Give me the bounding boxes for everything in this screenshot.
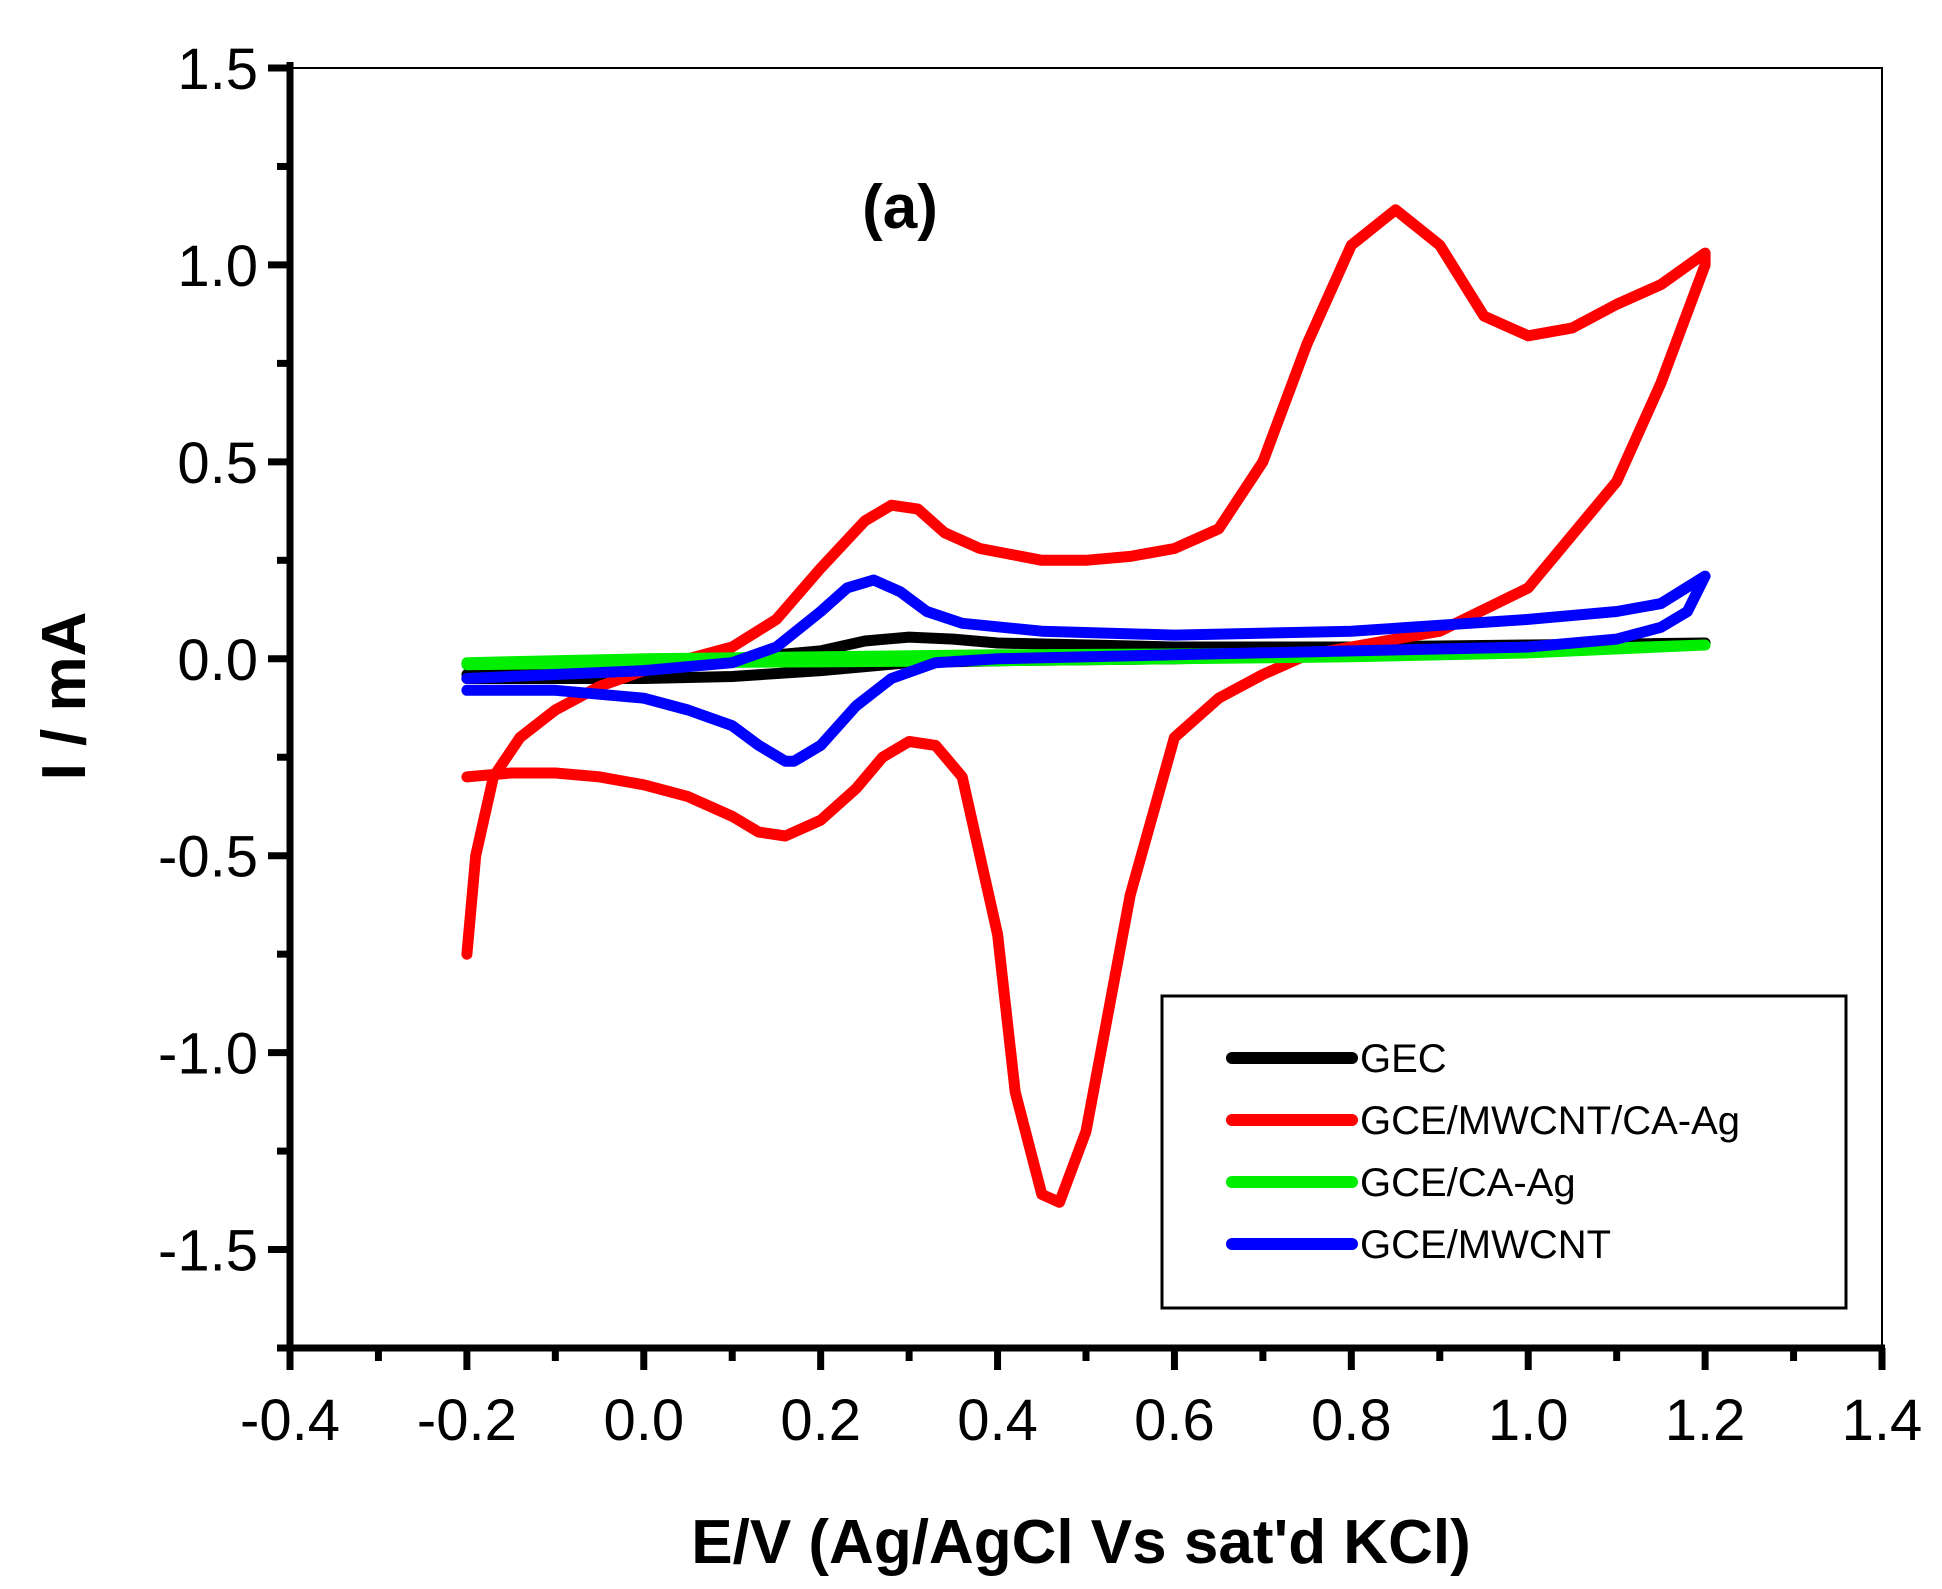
series-lines — [461, 204, 1711, 1208]
y-tick-label: 0.0 — [177, 628, 258, 693]
y-tick-label: 1.5 — [177, 37, 258, 102]
x-tick-label: 0.8 — [1311, 1388, 1392, 1453]
series-line-gce-mwcnt — [461, 570, 1711, 767]
x-tick-label: 0.6 — [1134, 1388, 1215, 1453]
x-tick-label: 1.0 — [1488, 1388, 1569, 1453]
legend: GEC GCE/MWCNT/CA-Ag GCE/CA-Ag GCE/MWCNT — [1160, 994, 1848, 1310]
legend-label: GCE/CA-Ag — [1360, 1161, 1576, 1205]
legend-label: GCE/MWCNT — [1360, 1223, 1611, 1267]
y-tick-label: 0.5 — [177, 431, 258, 496]
y-tick-label: -1.0 — [158, 1022, 258, 1087]
x-tick-label: 0.2 — [780, 1388, 861, 1453]
x-tick-label: -0.4 — [240, 1388, 340, 1453]
y-tick-label: 1.0 — [177, 234, 258, 299]
legend-label: GCE/MWCNT/CA-Ag — [1360, 1099, 1740, 1143]
legend-box — [1160, 994, 1848, 1310]
axes: -0.4 -0.2 0.0 0.2 0.4 0.6 0.8 1.0 1.2 1.4 -1.5 -1.0… — [158, 37, 1922, 1453]
y-tick-label: -1.5 — [158, 1219, 258, 1284]
y-tick-label: -0.5 — [158, 825, 258, 890]
x-tick-label: -0.2 — [417, 1388, 517, 1453]
x-tick-label: 0.4 — [957, 1388, 1038, 1453]
series-line-gce-ca-ag — [461, 639, 1711, 671]
x-tick-label: 1.2 — [1665, 1388, 1746, 1453]
series-line-gce-mwcnt-ca-ag — [461, 204, 1711, 1208]
x-tick-label: 1.4 — [1842, 1388, 1923, 1453]
y-axis-title: I / mA — [30, 612, 99, 781]
legend-label: GEC — [1360, 1037, 1447, 1081]
panel-label: (a) — [862, 173, 938, 242]
x-tick-label: 0.0 — [603, 1388, 684, 1453]
x-axis-title: E/V (Ag/AgCl Vs sat'd KCl) — [691, 1508, 1470, 1577]
